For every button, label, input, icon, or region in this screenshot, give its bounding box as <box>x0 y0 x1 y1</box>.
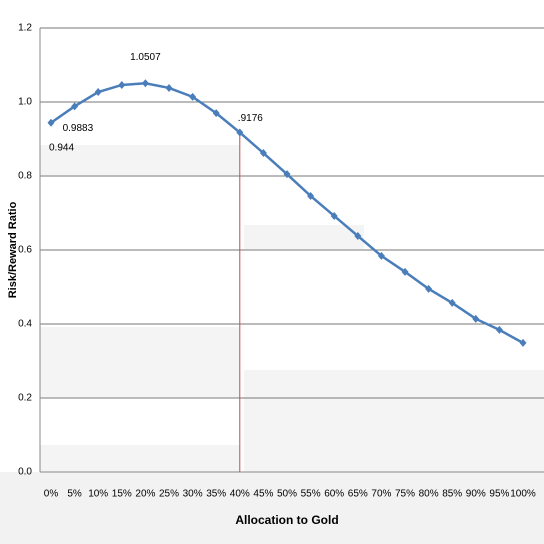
point <box>495 325 503 334</box>
shade <box>244 370 544 472</box>
point <box>401 267 409 276</box>
shade <box>40 145 240 175</box>
point <box>354 231 362 240</box>
x-axis-title: Allocation to Gold <box>235 513 338 527</box>
shade <box>40 445 240 472</box>
point <box>141 79 149 88</box>
y-tick-label: 0.2 <box>18 393 32 404</box>
y-tick-label: 1.2 <box>18 23 32 34</box>
x-tick-label: 40% <box>230 489 250 500</box>
point <box>425 284 433 293</box>
data-label: 0.944 <box>49 142 74 153</box>
point <box>189 92 197 101</box>
x-tick-label: 55% <box>301 489 321 500</box>
shade <box>244 225 364 249</box>
x-tick-label: 50% <box>277 489 297 500</box>
x-tick-label: 15% <box>112 489 132 500</box>
y-tick-label: 1.0 <box>18 97 32 108</box>
y-tick-label: 0.6 <box>18 245 32 256</box>
x-tick-label: 60% <box>324 489 344 500</box>
x-tick-label: 0% <box>44 489 59 500</box>
data-label: .9176 <box>238 113 263 124</box>
x-tick-label: 65% <box>348 489 368 500</box>
x-tick-label: 75% <box>395 489 415 500</box>
shade <box>40 327 240 397</box>
point <box>448 298 456 307</box>
point <box>259 149 267 158</box>
x-tick-label: 5% <box>67 489 82 500</box>
point <box>283 170 291 179</box>
point <box>118 80 126 89</box>
point <box>307 191 315 200</box>
y-tick-label: 0.8 <box>18 171 32 182</box>
point <box>71 102 79 111</box>
x-tick-label: 85% <box>442 489 462 500</box>
x-tick-label: 70% <box>371 489 391 500</box>
data-label: 0.9883 <box>63 123 94 134</box>
point <box>94 88 102 97</box>
point <box>377 251 385 260</box>
data-label: 1.0507 <box>130 52 161 63</box>
point <box>519 338 527 347</box>
y-tick-label: 0.0 <box>18 467 32 478</box>
point <box>330 211 338 220</box>
x-tick-label: 35% <box>206 489 226 500</box>
point <box>472 314 480 323</box>
point <box>212 109 220 118</box>
point <box>236 128 244 137</box>
x-tick-label: 30% <box>183 489 203 500</box>
x-tick-label: 80% <box>419 489 439 500</box>
x-tick-label: 95% <box>489 489 509 500</box>
y-axis-title: Risk/Reward Ratio <box>7 201 19 298</box>
point <box>47 118 55 127</box>
point <box>165 83 173 92</box>
x-tick-label: 90% <box>466 489 486 500</box>
x-tick-label: 45% <box>253 489 273 500</box>
x-tick-label: 100% <box>510 489 536 500</box>
x-tick-label: 25% <box>159 489 179 500</box>
x-tick-label: 10% <box>88 489 108 500</box>
axis-band <box>0 472 544 544</box>
y-tick-label: 0.4 <box>18 319 32 330</box>
x-tick-label: 20% <box>135 489 155 500</box>
